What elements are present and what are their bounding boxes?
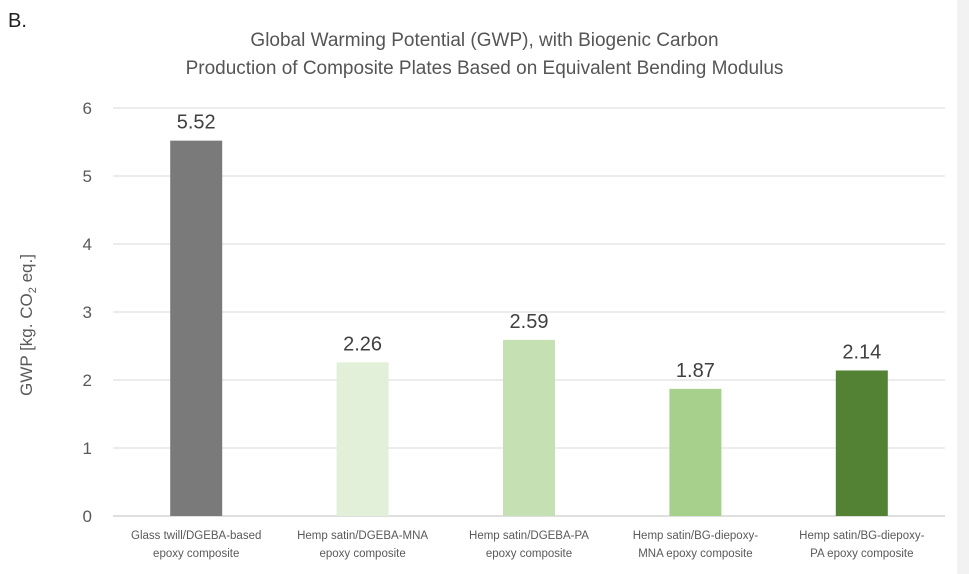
chart-title: Global Warming Potential (GWP), with Bio… bbox=[250, 30, 719, 51]
category-label: MNA epoxy composite bbox=[638, 548, 752, 560]
category-label: epoxy composite bbox=[319, 548, 405, 560]
category-label: epoxy composite bbox=[486, 548, 572, 560]
bar bbox=[669, 388, 722, 516]
category-label: epoxy composite bbox=[153, 548, 239, 560]
panel-label: B. bbox=[8, 10, 27, 32]
y-tick-label: 6 bbox=[83, 99, 92, 118]
y-tick-label: 0 bbox=[83, 507, 92, 526]
data-label: 2.26 bbox=[343, 333, 382, 355]
category-label: PA epoxy composite bbox=[810, 548, 913, 560]
y-tick-label: 4 bbox=[83, 235, 92, 254]
category-label: Hemp satin/BG-diepoxy- bbox=[633, 530, 758, 542]
category-label: Hemp satin/DGEBA-MNA bbox=[297, 530, 428, 542]
data-label: 2.59 bbox=[510, 311, 549, 333]
bar bbox=[835, 370, 888, 516]
category-label: Hemp satin/DGEBA-PA bbox=[469, 530, 589, 542]
y-tick-label: 1 bbox=[83, 439, 92, 458]
bar bbox=[170, 140, 223, 516]
y-tick-label: 5 bbox=[83, 167, 92, 186]
bar bbox=[336, 362, 389, 516]
category-label: Hemp satin/BG-diepoxy- bbox=[799, 530, 924, 542]
right-edge-strip bbox=[957, 0, 969, 574]
data-label: 1.87 bbox=[676, 360, 715, 382]
bar bbox=[503, 339, 555, 516]
data-label: 5.52 bbox=[177, 112, 216, 134]
y-tick-label: 3 bbox=[83, 303, 92, 322]
data-label: 2.14 bbox=[842, 341, 881, 363]
chart-subtitle: Production of Composite Plates Based on … bbox=[185, 58, 784, 79]
category-label: Glass twill/DGEBA-based bbox=[131, 530, 261, 542]
y-tick-label: 2 bbox=[83, 371, 92, 390]
